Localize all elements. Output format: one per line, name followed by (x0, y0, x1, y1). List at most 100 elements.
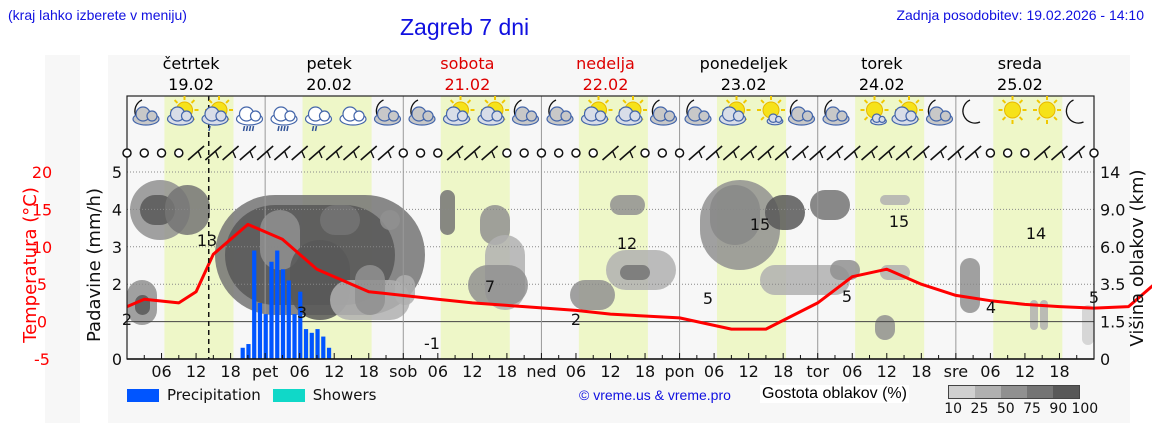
cloud-shape (560, 110, 572, 122)
wind-barb-flag (732, 150, 738, 159)
cloud-density-area (468, 265, 528, 305)
sun-cloud-rain-icon (201, 96, 233, 132)
copyright-link[interactable]: © vreme.us & vreme.pro (579, 387, 731, 403)
wind-barb-icon (912, 145, 930, 161)
day-date: 23.02 (721, 75, 767, 94)
sun-ray (604, 99, 610, 104)
page-title: Zagreb 7 dni (400, 14, 530, 40)
calm-wind-icon (588, 148, 598, 158)
wind-barb-shaft (204, 145, 222, 161)
wind-barb-flag (490, 150, 496, 159)
cloud-shape (180, 110, 193, 122)
wind-barb-icon (291, 145, 309, 161)
calm-wind-icon (640, 148, 650, 158)
precipitation-bar (298, 291, 303, 359)
rain-drop (283, 125, 286, 132)
day-name: petek (307, 54, 353, 73)
calm-wind-icon (174, 148, 184, 158)
moon-cloud-icon (408, 99, 436, 126)
x-tick-label: 06 (289, 362, 309, 381)
precipitation-bar (275, 250, 280, 359)
precipitation-bar (286, 280, 291, 359)
wind-barb-shaft (239, 145, 257, 161)
sun-cloud-icon (891, 96, 923, 126)
calm-wind-icon (502, 148, 512, 158)
temperature-label: 15 (750, 215, 770, 234)
calm-wind-icon (536, 148, 547, 158)
day-date: 22.02 (583, 75, 629, 94)
temperature-tick: 5 (37, 275, 47, 294)
temperature-label: 7 (485, 277, 495, 296)
rain-drop (314, 125, 318, 132)
wind-barb-icon (1050, 145, 1068, 161)
region-hint: (kraj lahko izberete v meniju) (8, 7, 187, 23)
calm-wind-icon (433, 148, 443, 158)
cloud-density-area (440, 190, 455, 235)
precipitation-bar (252, 250, 257, 359)
cloud-shape (594, 110, 607, 122)
temperature-line (126, 222, 1152, 331)
cloud-shape (878, 115, 886, 124)
sun-ray (190, 99, 196, 104)
x-tick-label: 12 (462, 362, 482, 381)
density-tick: 25 (970, 401, 989, 417)
x-tick-label: 12 (324, 362, 344, 381)
wind-barb-shaft (360, 145, 378, 161)
wind-barb-flag (387, 150, 392, 159)
wind-barb-flag (611, 150, 617, 159)
wind-barb-icon (964, 145, 982, 161)
wind-barb-flag (214, 150, 219, 159)
x-tick-label: pon (665, 362, 695, 381)
calm-wind-icon (1002, 148, 1013, 158)
legend-showers: Showers (272, 386, 376, 404)
wind-barb-flag (853, 150, 858, 159)
temperature-label: 14 (1026, 224, 1046, 243)
cloud-shape (146, 110, 158, 122)
density-tick: 100 (1071, 401, 1099, 417)
moon-shape (1065, 99, 1084, 124)
sun-ray (1018, 116, 1024, 121)
wind-barb-icon (342, 145, 361, 161)
cloud-density-area (810, 190, 850, 220)
calm-wind-icon (985, 148, 996, 158)
cloud-height-tick: 14 (1100, 163, 1120, 182)
sun-ray (863, 99, 869, 104)
wind-barb-flag (629, 150, 634, 159)
cloud-density-area (610, 195, 645, 215)
sun-ray (466, 99, 472, 104)
sun-ray (622, 99, 627, 104)
cloud-height-tick: 1.5 (1100, 313, 1125, 332)
wind-barb-shaft (1068, 145, 1086, 161)
cloud-height-axis-title: Višina oblakov (km) (1127, 169, 1148, 346)
wind-barb-shaft (826, 145, 844, 161)
density-swatch (1053, 386, 1079, 398)
wind-barb-flag (1078, 150, 1083, 159)
showers-swatch (272, 388, 305, 402)
legend: Precipitation Showers (127, 386, 388, 404)
sun-ray (587, 99, 593, 104)
cloud-density-area (960, 258, 980, 313)
sun-shape (1004, 101, 1021, 119)
wind-barb-flag (370, 150, 375, 159)
day-date: 21.02 (444, 75, 490, 94)
cloud-rain-icon (235, 106, 264, 132)
sun-ray (501, 99, 506, 104)
wind-barb-flag (905, 150, 910, 159)
temperature-axis-panel (45, 55, 80, 423)
sun-small-cloud-icon (757, 96, 785, 126)
sun-ray (1018, 99, 1024, 104)
density-swatch (949, 386, 975, 398)
cloud-shape (732, 110, 745, 122)
precipitation-bar (240, 347, 245, 359)
moon-cloud-icon (787, 99, 816, 126)
cloud-density-label: Gostota oblakov (%) (760, 385, 909, 403)
cloud-shape (663, 110, 676, 122)
wind-barb-icon (325, 145, 343, 161)
wind-barb-icon (878, 145, 896, 161)
wind-barb-icon (377, 145, 395, 161)
precipitation-tick: 2 (112, 275, 122, 294)
wind-barb-flag (698, 150, 703, 159)
x-tick-label: 18 (911, 362, 931, 381)
density-tick: 90 (1049, 401, 1068, 417)
wind-barb-flag (939, 150, 945, 159)
